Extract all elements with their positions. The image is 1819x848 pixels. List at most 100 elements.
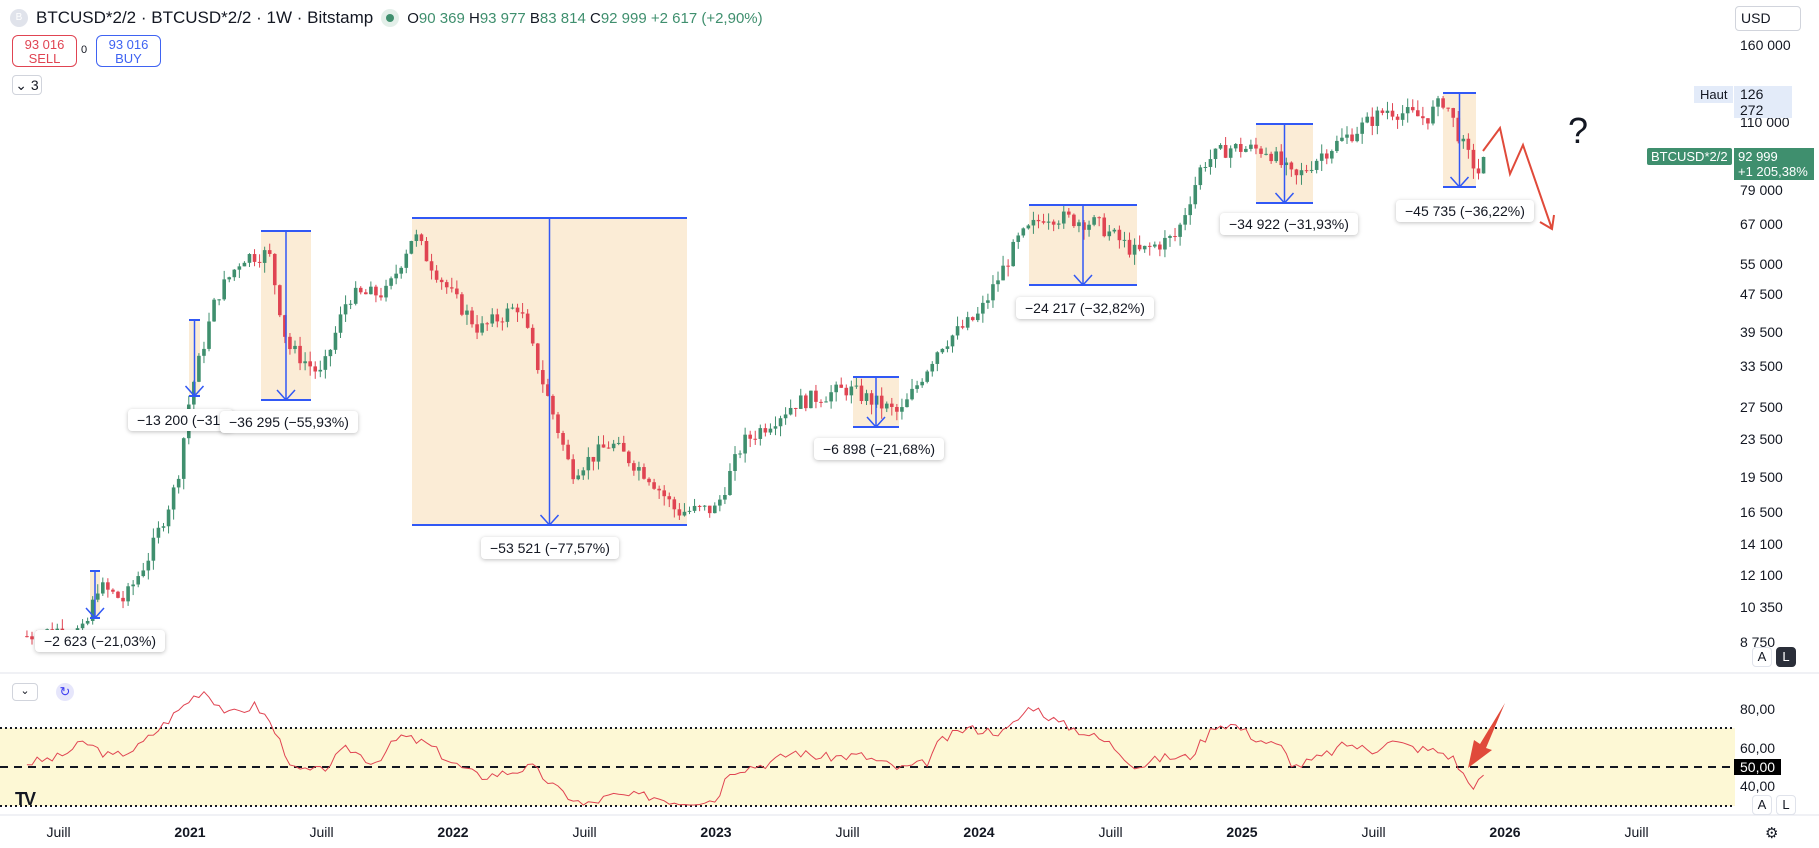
candle-body [121,597,125,602]
candle-body [1365,116,1370,123]
candle-body [1228,148,1233,158]
candle-body [561,432,565,445]
market-status-icon [381,9,400,27]
price-tick: 16 500 [1740,503,1783,520]
candle-body [1375,110,1380,126]
candle-body [1461,138,1466,142]
candle-body [379,295,383,298]
settings-icon[interactable]: ⚙ [1765,825,1779,842]
chevron-down-icon: ⌄ [15,77,28,93]
candle-body [970,317,975,321]
candle-body [1198,167,1203,186]
buy-label: BUY [115,51,142,66]
candle-body [1173,236,1177,238]
candle-body [1067,211,1071,215]
buy-button[interactable]: 93 016 BUY [96,35,161,67]
candle-body [687,510,692,512]
refresh-icon[interactable]: ↻ [56,683,74,701]
rsi-line [26,690,1484,806]
candle-body [783,414,788,419]
rsi-annotation-arrow [1468,703,1505,768]
tradingview-logo-icon[interactable]: TV [15,789,36,809]
price-tick: 55 000 [1740,256,1783,273]
log-scale-button[interactable]: L [1776,647,1796,667]
time-tick: Juill [1624,824,1649,840]
candle-body [480,323,484,333]
candle-body [601,444,606,448]
candle-body [1001,265,1005,281]
candle-body [1416,110,1420,117]
down-arrow-icon [1073,205,1093,287]
time-tick: 2026 [1489,824,1521,840]
candle-body [829,392,833,402]
candle-body [1168,236,1172,238]
candle-body [647,478,651,483]
down-arrow-icon [276,231,296,402]
candle-body [672,499,677,510]
price-tick: 19 500 [1740,469,1783,486]
candle-body [328,349,333,357]
price-tick: 23 500 [1740,430,1783,447]
measure-label: −45 735 (−36,22%) [1396,200,1534,222]
candle-body [515,307,520,313]
candle-body [1294,169,1299,176]
chevron-down-icon: ⌄ [20,685,30,697]
candle-body [627,451,631,464]
candle-body [869,393,874,405]
candle-body [176,478,181,488]
candle-body [1400,113,1405,120]
candle-body [910,388,914,400]
candle-body [85,620,90,624]
candle-body [1158,244,1162,250]
candle-body [247,254,252,263]
candle-body [161,526,166,528]
candle-body [1360,122,1364,134]
candle-body [935,352,940,364]
candle-body [611,443,616,449]
candle-body [804,395,808,409]
candle-body [1410,107,1415,111]
candle-body [566,444,570,460]
candle-body [1370,116,1375,126]
candle-body [257,261,262,263]
currency-selector[interactable]: USD [1735,6,1801,31]
candle-body [864,393,869,402]
price-tick: 47 500 [1740,286,1783,303]
candle-body [217,299,221,301]
chart-title[interactable]: BTCUSD*2/2 · BTCUSD*2/2 · 1W · Bitstamp [36,8,374,27]
measure-label: −36 295 (−55,93%) [220,411,358,433]
candle-body [1330,151,1334,159]
candle-body [30,636,34,640]
candle-body [1087,224,1091,230]
candle-body [1233,143,1238,149]
candle-body [839,384,844,388]
candle-body [753,438,758,440]
candle-body [996,280,1000,285]
candle-body [156,527,161,538]
bitcoin-logo-icon: B [10,9,28,27]
candle-body [106,582,110,590]
candle-body [1244,148,1248,152]
rsi-auto-scale-button[interactable]: A [1752,795,1772,815]
candle-body [905,399,909,408]
candle-body [975,313,980,321]
candle-body [814,390,818,402]
candle-body [733,454,737,471]
rsi-log-scale-button[interactable]: L [1776,795,1796,815]
candle-body [1051,221,1056,225]
sell-button[interactable]: 93 016 SELL [12,35,77,67]
candle-body [1193,185,1198,205]
rsi-tick: 80,00 [1740,701,1776,718]
auto-scale-button[interactable]: A [1752,647,1772,667]
candle-body [449,287,454,289]
candle-body [313,366,318,372]
indicators-toggle[interactable]: ⌄ 3 [12,75,42,95]
rsi-collapse-button[interactable]: ⌄ [12,683,38,701]
candle-body [788,407,793,415]
candle-body [1011,241,1015,267]
candle-body [510,307,515,309]
price-tick: 79 000 [1740,181,1783,198]
candle-body [616,442,621,444]
rsi-tick: 60,00 [1740,739,1776,756]
